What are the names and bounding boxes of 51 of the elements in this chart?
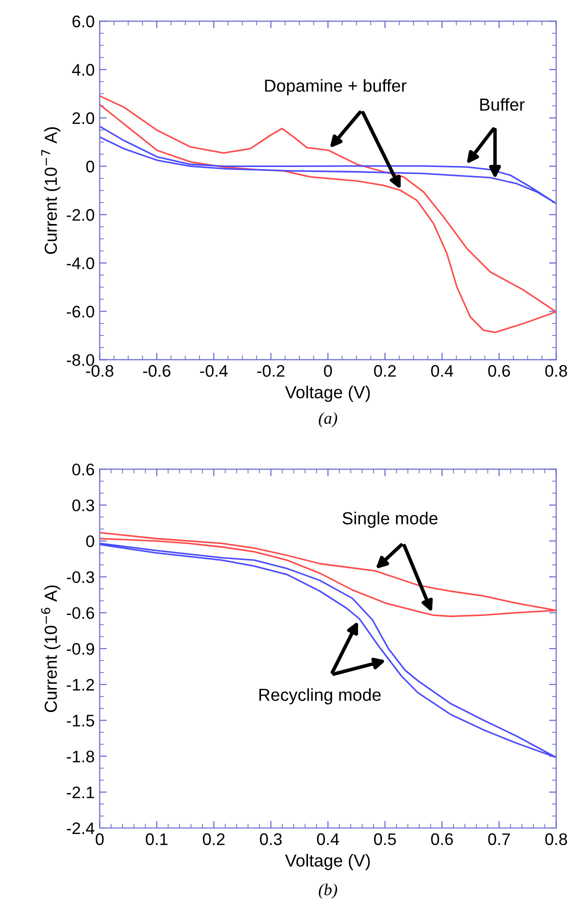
x-tick-label: 0.4 [317,833,340,846]
y-axis-title: Current (10$^{−6}$ A) [41,585,60,712]
y-tick-label: 4.0 [72,64,94,76]
x-tick-label: -0.6 [143,365,170,377]
x-axis-title: Voltage (V) [285,854,370,870]
x-tick-label: -0.8 [86,365,114,377]
text: (b) [318,884,338,899]
x-tick-label: 0.1 [146,833,168,846]
y-tick-label: 0.6 [72,464,94,476]
line-series [100,126,556,204]
y-tick-label: 0.3 [72,499,94,512]
x-tick-label: 0.6 [431,833,453,846]
y-tick-label: -0.3 [66,571,94,584]
y-tick-label: -2.4 [66,822,94,834]
x-tick-label: 0.6 [488,365,510,377]
y-tick-label: 6.0 [72,16,94,28]
line-series [100,542,556,758]
x-tick-label: 0.8 [545,833,568,846]
y-tick-label: 0 [86,535,94,548]
x-tick-label: 0.2 [202,833,225,846]
line-series [100,95,556,334]
y-tick-label: -0.6 [66,607,94,619]
y-tick-label: -0.9 [66,643,94,655]
annotation: Recycling mode [259,688,381,704]
annotation: Single mode [342,512,438,528]
x-tick-label: 0.8 [545,365,568,377]
annotation: Buffer [480,98,525,111]
y-tick-label: -2.1 [66,786,94,798]
y-tick-label: -6.0 [66,306,94,318]
text: (a) [318,412,338,428]
x-tick-label: -0.2 [257,365,284,377]
y-tick-label: -4.0 [66,257,94,270]
x-tick-label: 0.7 [488,833,510,846]
x-tick-label: 0 [96,833,104,846]
y-tick-label: -8.0 [66,354,94,366]
x-tick-label: 0.3 [260,833,282,846]
y-tick-label: 2.0 [72,112,94,124]
x-tick-label: -0.4 [200,365,228,377]
x-tick-label: 0.2 [374,365,396,377]
y-tick-label: -1.5 [66,714,94,727]
y-axis-title: Current (10$^{−7}$ A) [41,127,60,254]
line-series [100,532,556,618]
x-tick-label: 0.5 [374,833,396,846]
y-tick-label: -2.0 [66,209,94,221]
x-tick-label: 0 [324,365,332,377]
annotation: Dopamine + buffer [265,79,406,96]
x-axis-title: Voltage (V) [285,386,370,402]
y-tick-label: -1.2 [66,678,94,691]
y-tick-label: -1.8 [66,750,94,762]
y-tick-label: 0 [86,160,94,172]
x-tick-label: 0.4 [431,365,454,377]
